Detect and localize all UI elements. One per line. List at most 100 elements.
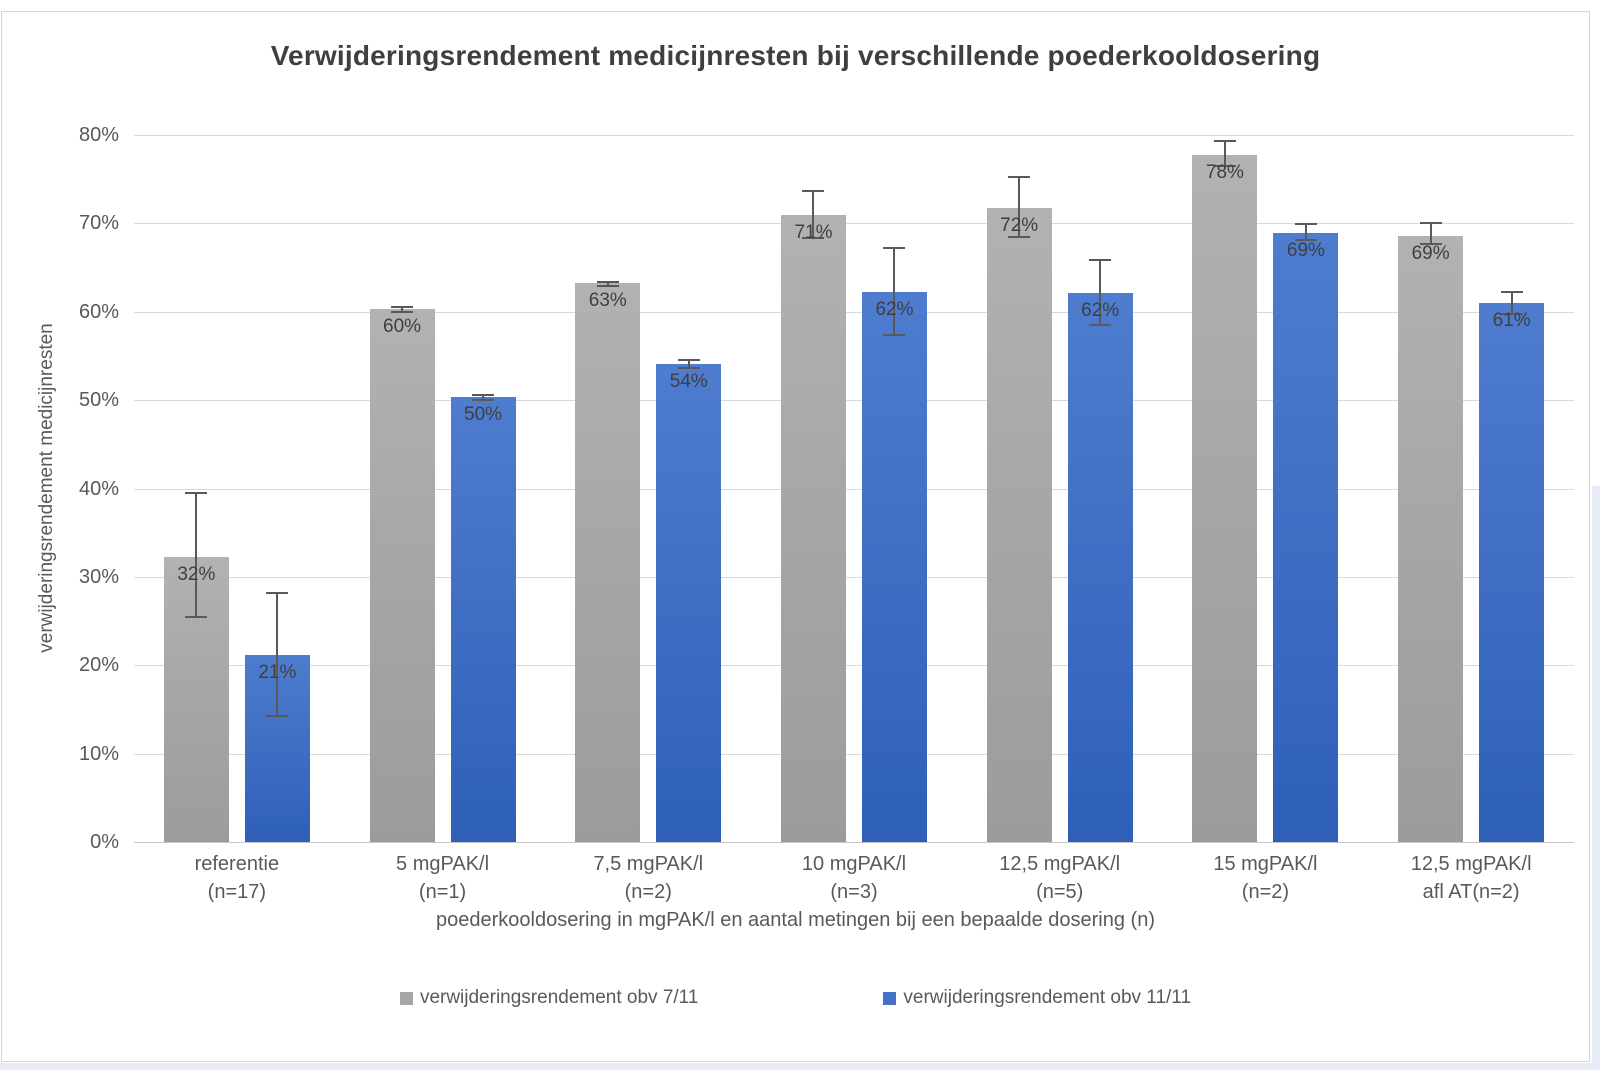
chart-title: Verwijderingsrendement medicijnresten bi… (270, 40, 1321, 71)
error-bar-line (1429, 222, 1432, 245)
bar-value-label: 72% (1000, 215, 1039, 237)
y-tick-label: 20% (78, 654, 119, 677)
page-background-strip-right (1592, 486, 1600, 1070)
y-tick-label: 80% (78, 124, 119, 146)
bar-column: 61% (1479, 135, 1545, 842)
error-bar (656, 359, 721, 370)
error-bar-cap-top (266, 591, 289, 594)
error-bar (987, 175, 1052, 239)
error-bar-line (482, 393, 485, 401)
bar-group: 72% 62% (957, 135, 1163, 842)
error-bar-line (1223, 140, 1226, 167)
category-label: 5 mgPAK/l (n=1) (340, 850, 546, 906)
bar-series-7of11 (986, 208, 1052, 842)
bar-column: 69% (1273, 135, 1339, 842)
bar-series-11of11 (861, 292, 927, 842)
error-bar (1273, 223, 1338, 242)
error-bar-cap-top (391, 305, 414, 308)
bar-column: 63% (575, 135, 641, 842)
bar-column: 60% (369, 135, 435, 842)
error-bar-cap-top (1294, 223, 1317, 226)
category-label-line2: (n=3) (830, 881, 878, 903)
error-bar-line (195, 492, 198, 618)
error-bar-line (812, 189, 815, 240)
error-bar-cap-bottom (1500, 313, 1523, 316)
bar-group: 60% 50% (340, 135, 546, 842)
bar-series-11of11 (1067, 293, 1133, 842)
error-bar-cap-top (185, 492, 208, 495)
error-bar (1068, 258, 1133, 326)
error-bar-line (1510, 290, 1513, 316)
bar-column: 71% (780, 135, 846, 842)
category-label: 7,5 mgPAK/l (n=2) (545, 850, 751, 906)
error-bar-cap-bottom (802, 237, 825, 240)
category-label: 10 mgPAK/l (n=3) (751, 850, 957, 906)
bar-column: 78% (1192, 135, 1258, 842)
error-bar-cap-top (1213, 140, 1236, 143)
legend-item: verwijderingsrendement obv 11/11 (883, 987, 1191, 1009)
error-bar-cap-bottom (1008, 236, 1031, 239)
error-bar-cap-bottom (1294, 239, 1317, 242)
error-bar (370, 305, 435, 313)
bar-column: 54% (656, 135, 722, 842)
bar-value-label: 54% (669, 370, 708, 392)
y-tick-label: 60% (78, 300, 119, 323)
bar-value-label: 63% (588, 290, 627, 312)
error-bar-cap-top (596, 280, 619, 283)
bar-value-label: 71% (794, 222, 833, 244)
y-tick-label: 0% (90, 831, 119, 853)
error-bar-cap-top (883, 247, 906, 250)
error-bar-line (1304, 223, 1307, 242)
bar-column: 72% (986, 135, 1052, 842)
bar-series-7of11 (1192, 155, 1258, 842)
bar-value-label: 60% (383, 316, 422, 338)
category-label: 12,5 mgPAK/l (n=5) (957, 850, 1163, 906)
page-background-strip-bottom (0, 1063, 1600, 1070)
error-bar-cap-bottom (883, 334, 906, 337)
bar-value-label: 32% (177, 563, 216, 585)
legend: verwijderingsrendement obv 7/11 verwijder… (2, 987, 1589, 1009)
error-bar-cap-bottom (596, 284, 619, 287)
error-bar-line (401, 305, 404, 313)
category-label-line2: (n=1) (418, 881, 467, 903)
error-bar-cap-top (1089, 258, 1112, 261)
error-bar-cap-top (472, 393, 495, 396)
gridline (134, 842, 1574, 843)
y-tick-label: 40% (78, 477, 119, 500)
error-bar (245, 591, 310, 718)
legend-item: verwijderingsrendement obv 7/11 (399, 987, 699, 1009)
bar-value-label: 78% (1205, 162, 1244, 184)
error-bar-cap-bottom (1419, 242, 1442, 245)
bar-column: 69% (1398, 135, 1464, 842)
error-bar-cap-bottom (266, 715, 289, 718)
error-bar (862, 247, 927, 337)
bar-series-7of11 (780, 215, 846, 842)
error-bar-cap-top (802, 189, 825, 192)
bar-series-11of11 (1479, 302, 1545, 842)
gridline (134, 223, 1574, 225)
bar-column: 50% (450, 135, 516, 842)
y-tick-label: 30% (78, 565, 119, 588)
error-bar-cap-bottom (1089, 323, 1112, 326)
gridline (134, 576, 1574, 578)
legend-label: verwijderingsrendement obv 11/11 (903, 987, 1192, 1008)
bar-series-11of11 (450, 397, 516, 842)
category-label: 15 mgPAK/l (n=2) (1163, 850, 1369, 906)
error-bar (1192, 140, 1257, 167)
x-axis-title: poederkooldosering in mgPAK/l en aantal … (436, 909, 1155, 931)
legend-label: verwijderingsrendement obv 7/11 (419, 987, 699, 1008)
error-bar-line (893, 247, 896, 337)
legend-swatch-icon (883, 991, 897, 1005)
bar-group: 78% 69% (1163, 135, 1369, 842)
error-bar (1398, 222, 1463, 245)
gridline (134, 135, 1574, 136)
error-bar (164, 492, 229, 618)
bar-value-label: 21% (258, 661, 297, 683)
bar-value-label: 62% (875, 299, 914, 321)
bar-column: 32% (163, 135, 229, 842)
bar-series-11of11 (656, 363, 722, 842)
y-tick-label: 10% (78, 742, 119, 765)
error-bar-line (606, 280, 609, 287)
category-label-line1: 12,5 mgPAK/l (999, 853, 1121, 875)
